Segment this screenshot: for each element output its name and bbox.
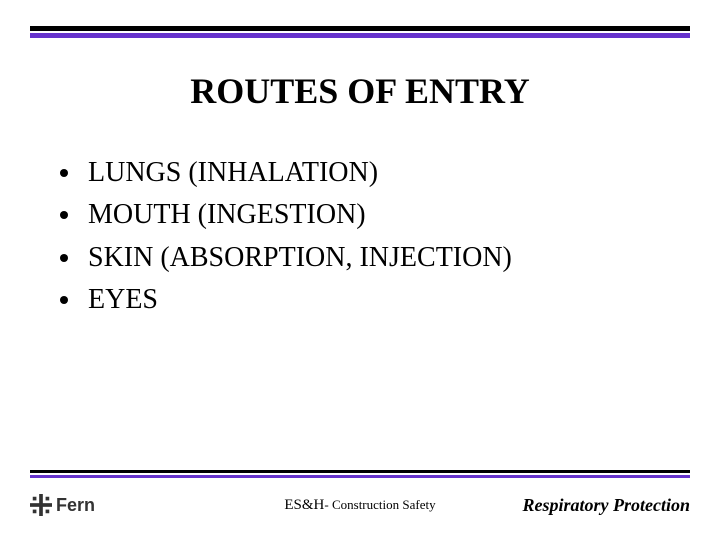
top-divider-purple xyxy=(30,33,690,38)
footer-center-main: ES&H xyxy=(284,497,324,513)
list-item: MOUTH (INGESTION) xyxy=(60,197,680,233)
bullet-icon xyxy=(60,211,68,219)
bullet-text: MOUTH (INGESTION) xyxy=(88,197,366,233)
bullet-icon xyxy=(60,169,68,177)
bullet-text: EYES xyxy=(88,282,158,318)
list-item: EYES xyxy=(60,282,680,318)
top-divider xyxy=(30,26,690,38)
footer: Fern ES&H- Construction Safety Respirato… xyxy=(30,492,690,522)
bullet-icon xyxy=(60,296,68,304)
slide: ROUTES OF ENTRY LUNGS (INHALATION) MOUTH… xyxy=(0,0,720,540)
bullet-icon xyxy=(60,254,68,262)
bullet-list: LUNGS (INHALATION) MOUTH (INGESTION) SKI… xyxy=(60,155,680,325)
bottom-divider-purple xyxy=(30,475,690,478)
footer-right: Respiratory Protection xyxy=(523,495,691,516)
list-item: SKIN (ABSORPTION, INJECTION) xyxy=(60,240,680,276)
bullet-text: LUNGS (INHALATION) xyxy=(88,155,378,191)
footer-center-sub: - Construction Safety xyxy=(324,497,435,512)
bottom-divider-black xyxy=(30,470,690,473)
top-divider-black xyxy=(30,26,690,31)
bullet-text: SKIN (ABSORPTION, INJECTION) xyxy=(88,240,512,276)
list-item: LUNGS (INHALATION) xyxy=(60,155,680,191)
slide-title: ROUTES OF ENTRY xyxy=(0,70,720,112)
bottom-divider xyxy=(30,470,690,480)
